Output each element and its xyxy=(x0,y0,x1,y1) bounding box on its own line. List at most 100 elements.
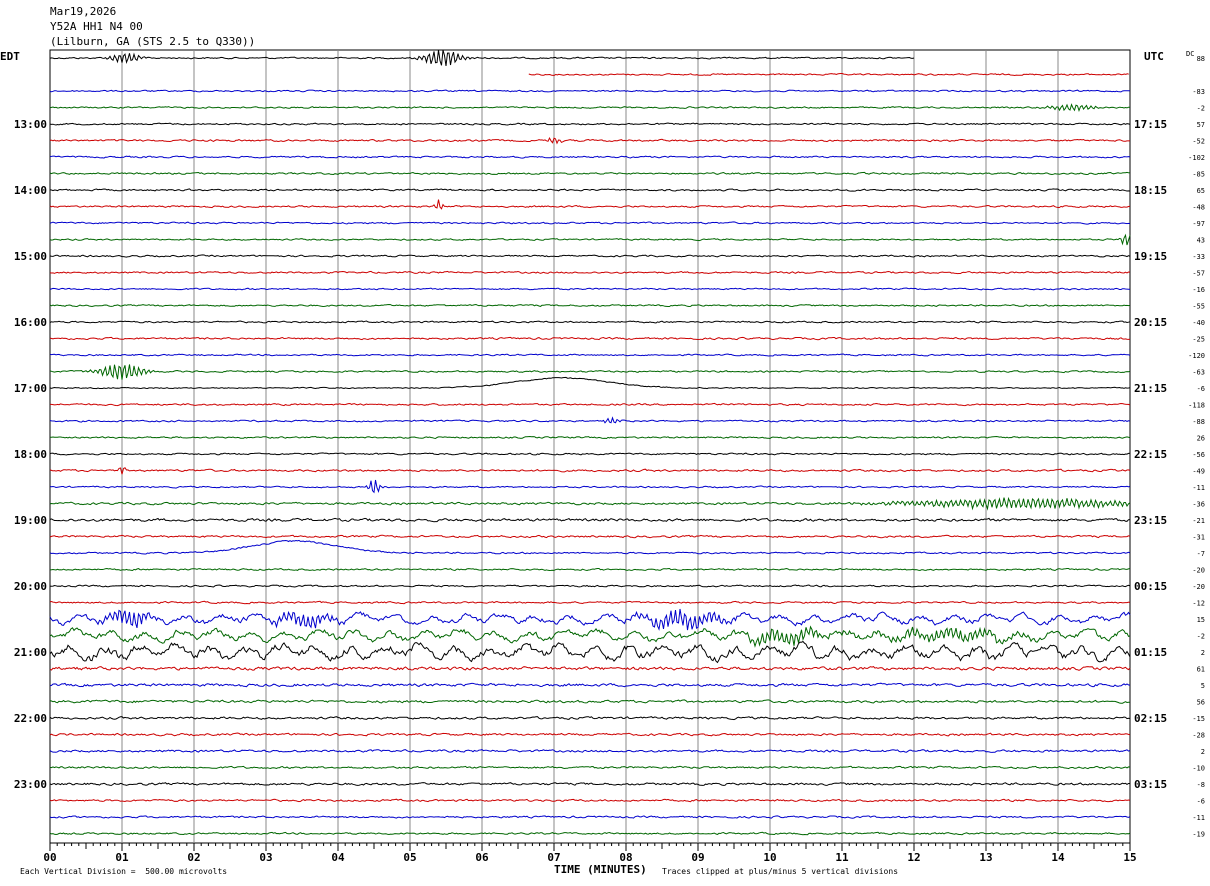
right-hour-label: 18:15 xyxy=(1134,184,1167,197)
seismic-trace xyxy=(49,496,1131,511)
dc-offset: -2 xyxy=(1197,633,1205,641)
right-hour-label: 19:15 xyxy=(1134,250,1167,263)
dc-offset: -20 xyxy=(1192,583,1205,591)
left-hour-label: 19:00 xyxy=(14,514,47,527)
plot-frame xyxy=(49,49,1131,844)
seismic-trace xyxy=(49,782,1130,786)
x-tick-label: 14 xyxy=(1051,851,1065,864)
dc-offset: -7 xyxy=(1197,550,1205,558)
seismic-trace xyxy=(49,303,1131,308)
seismic-trace xyxy=(49,699,1131,704)
dc-offset: -15 xyxy=(1192,715,1205,723)
seismic-trace xyxy=(49,336,1131,341)
dc-offset: -63 xyxy=(1192,369,1205,377)
seismic-trace xyxy=(49,682,1131,688)
x-tick-label: 00 xyxy=(43,851,56,864)
seismic-trace xyxy=(49,584,1131,588)
dc-offset: -2 xyxy=(1197,105,1205,113)
seismic-trace xyxy=(49,270,1131,275)
left-hour-label: 15:00 xyxy=(14,250,47,263)
right-hour-label: 20:15 xyxy=(1134,316,1167,329)
dc-offset: -85 xyxy=(1192,171,1205,179)
seismic-trace xyxy=(50,402,1131,407)
seismic-trace xyxy=(49,254,1131,258)
x-tick-label: 07 xyxy=(547,851,560,864)
seismic-trace xyxy=(49,137,1130,145)
seismic-trace xyxy=(49,221,1131,225)
dc-offset: -31 xyxy=(1192,534,1205,542)
seismic-trace xyxy=(49,600,1131,605)
seismic-trace xyxy=(49,376,1131,390)
seismic-trace xyxy=(49,320,1131,324)
dc-offset: -8 xyxy=(1197,781,1205,789)
left-hour-label: 20:00 xyxy=(14,580,47,593)
right-hour-label: 22:15 xyxy=(1134,448,1167,461)
left-hour-label: 21:00 xyxy=(14,646,47,659)
left-hour-label: 23:00 xyxy=(14,778,47,791)
x-tick-label: 03 xyxy=(259,851,272,864)
dc-offset: 57 xyxy=(1197,121,1205,129)
left-hour-label: 16:00 xyxy=(14,316,47,329)
seismic-trace xyxy=(49,539,1131,555)
right-hour-label: 01:15 xyxy=(1134,646,1167,659)
right-hour-label: 21:15 xyxy=(1134,382,1167,395)
dc-offset: -11 xyxy=(1192,814,1205,822)
dc-label: DC xyxy=(1186,50,1195,58)
seismic-trace xyxy=(49,233,1131,246)
dc-offset: -21 xyxy=(1192,517,1205,525)
seismic-trace xyxy=(49,640,1131,664)
dc-offset: -57 xyxy=(1192,270,1205,278)
dc-offset: -25 xyxy=(1192,336,1205,344)
seismic-trace xyxy=(49,89,1131,93)
dc-offset: 2 xyxy=(1201,649,1205,657)
x-tick-label: 13 xyxy=(979,851,992,864)
dc-offset: -12 xyxy=(1192,600,1205,608)
seismic-trace xyxy=(49,467,1131,475)
dc-offset: -88 xyxy=(1192,418,1205,426)
chart-date: Mar19,2026 xyxy=(50,5,117,18)
seismic-trace xyxy=(49,798,1131,803)
seismic-trace xyxy=(49,517,1131,523)
dc-offset: 2 xyxy=(1201,748,1205,756)
left-hour-label: 17:00 xyxy=(14,382,47,395)
dc-offset: 15 xyxy=(1197,616,1205,624)
seismic-trace xyxy=(49,608,1131,631)
seismic-trace xyxy=(49,364,1131,380)
seismic-trace xyxy=(49,666,1131,671)
clip-note: Traces clipped at plus/minus 5 vertical … xyxy=(662,867,899,876)
seismic-trace xyxy=(49,716,1131,721)
seismic-trace xyxy=(49,122,1131,126)
scale-note: Each Vertical Division = 500.00 microvol… xyxy=(20,867,228,876)
x-tick-label: 06 xyxy=(475,851,489,864)
seismic-trace xyxy=(49,199,1131,210)
seismic-trace xyxy=(49,815,1131,819)
seismic-trace xyxy=(49,416,1131,424)
chart-channel: Y52A HH1 N4 00 xyxy=(50,20,143,33)
dc-offset: 88 xyxy=(1197,55,1205,63)
x-tick-label: 04 xyxy=(331,851,345,864)
x-tick-label: 10 xyxy=(763,851,776,864)
left-hour-label: 13:00 xyxy=(14,118,47,131)
seismic-trace xyxy=(49,765,1131,770)
dc-offset: -55 xyxy=(1192,303,1205,311)
dc-offset: -118 xyxy=(1188,402,1205,410)
dc-offset: -49 xyxy=(1192,468,1205,476)
x-tick-label: 15 xyxy=(1123,851,1136,864)
dc-offset: -11 xyxy=(1192,484,1205,492)
dc-offset: -36 xyxy=(1192,501,1205,509)
dc-offset: -97 xyxy=(1192,220,1205,228)
right-hour-label: 00:15 xyxy=(1134,580,1167,593)
seismic-trace xyxy=(49,831,1131,836)
dc-offset: -6 xyxy=(1197,385,1205,393)
seismic-trace xyxy=(49,732,1131,737)
right-timezone: UTC xyxy=(1144,50,1164,63)
right-hour-label: 02:15 xyxy=(1134,712,1167,725)
right-hour-label: 03:15 xyxy=(1134,778,1167,791)
dc-offset: -120 xyxy=(1188,352,1205,360)
chart-location: (Lilburn, GA (STS 2.5 to Q330)) xyxy=(50,35,256,48)
x-tick-label: 01 xyxy=(115,851,129,864)
dc-offset: -16 xyxy=(1192,286,1205,294)
dc-offset: -40 xyxy=(1192,319,1205,327)
seismic-trace xyxy=(49,625,1131,648)
